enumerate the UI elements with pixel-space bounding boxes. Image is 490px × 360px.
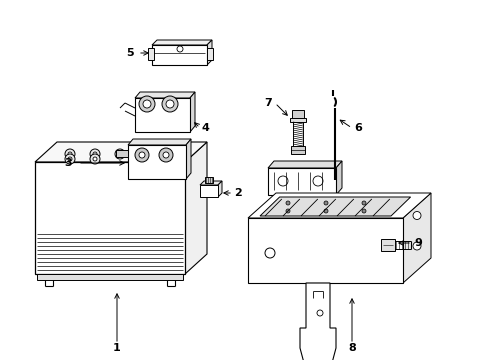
Circle shape xyxy=(278,176,288,186)
Circle shape xyxy=(163,152,169,158)
Polygon shape xyxy=(190,92,195,132)
Polygon shape xyxy=(248,193,431,218)
Circle shape xyxy=(135,148,149,162)
Circle shape xyxy=(90,149,100,159)
Circle shape xyxy=(324,201,328,205)
Text: 2: 2 xyxy=(234,188,242,198)
Polygon shape xyxy=(268,161,342,168)
Circle shape xyxy=(362,201,366,205)
Circle shape xyxy=(317,310,323,316)
Circle shape xyxy=(90,154,100,164)
Polygon shape xyxy=(292,110,304,118)
Circle shape xyxy=(118,152,122,156)
Circle shape xyxy=(413,242,421,250)
Polygon shape xyxy=(135,92,195,98)
Bar xyxy=(37,274,183,280)
Polygon shape xyxy=(145,140,161,154)
Polygon shape xyxy=(35,142,207,162)
Circle shape xyxy=(286,209,290,213)
Bar xyxy=(135,98,190,132)
Polygon shape xyxy=(207,40,212,65)
Text: 5: 5 xyxy=(126,48,134,58)
Circle shape xyxy=(286,201,290,205)
Bar xyxy=(248,218,403,283)
Circle shape xyxy=(166,100,174,108)
Text: 8: 8 xyxy=(348,343,356,353)
Text: 9: 9 xyxy=(414,238,422,248)
Circle shape xyxy=(65,149,75,159)
Circle shape xyxy=(139,96,155,112)
Circle shape xyxy=(68,152,72,156)
Bar xyxy=(147,150,157,158)
Circle shape xyxy=(93,157,97,161)
Bar xyxy=(200,185,218,197)
Circle shape xyxy=(65,154,75,164)
Bar xyxy=(128,145,186,179)
Polygon shape xyxy=(300,283,336,360)
Polygon shape xyxy=(218,181,222,197)
Polygon shape xyxy=(336,161,342,195)
Polygon shape xyxy=(185,142,207,274)
Circle shape xyxy=(324,209,328,213)
Polygon shape xyxy=(116,150,128,157)
Bar xyxy=(381,239,395,251)
Circle shape xyxy=(139,152,145,158)
Circle shape xyxy=(115,149,125,159)
Bar xyxy=(148,48,154,60)
Bar xyxy=(205,177,213,183)
Text: 3: 3 xyxy=(64,158,72,168)
Polygon shape xyxy=(186,139,191,179)
Text: 1: 1 xyxy=(113,343,121,353)
Bar xyxy=(383,240,393,250)
Polygon shape xyxy=(128,139,191,145)
Bar xyxy=(207,48,213,60)
Circle shape xyxy=(68,157,72,161)
Circle shape xyxy=(177,46,183,52)
Text: 7: 7 xyxy=(264,98,272,108)
Circle shape xyxy=(265,248,275,258)
Bar xyxy=(290,118,306,122)
Bar xyxy=(152,45,207,65)
Circle shape xyxy=(413,212,421,220)
Polygon shape xyxy=(200,181,222,185)
Polygon shape xyxy=(403,193,431,283)
Polygon shape xyxy=(152,40,212,45)
Circle shape xyxy=(93,152,97,156)
Circle shape xyxy=(159,148,173,162)
Circle shape xyxy=(162,96,178,112)
Circle shape xyxy=(313,176,323,186)
Text: 4: 4 xyxy=(201,123,209,133)
Bar xyxy=(35,162,185,274)
Bar xyxy=(291,146,305,154)
Circle shape xyxy=(143,100,151,108)
Bar xyxy=(268,168,336,195)
Text: 6: 6 xyxy=(354,123,362,133)
Polygon shape xyxy=(260,197,411,216)
Circle shape xyxy=(362,209,366,213)
